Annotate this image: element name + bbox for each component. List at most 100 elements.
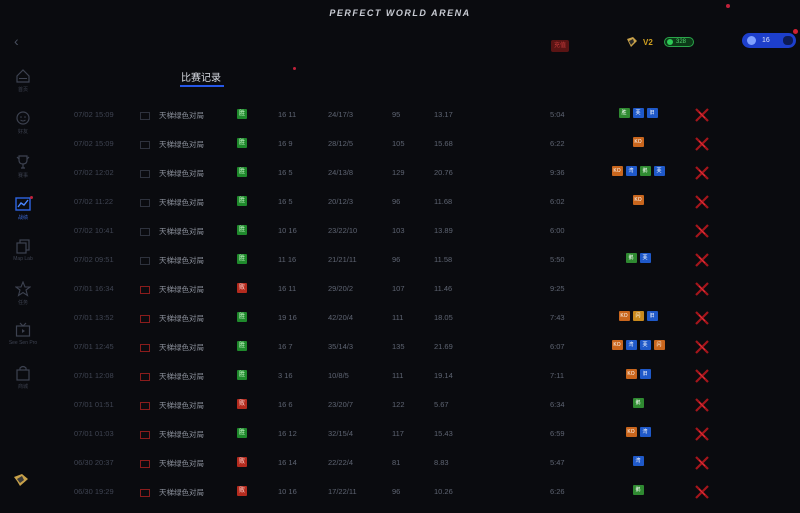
- match-date: 07/01 12:45: [74, 342, 114, 351]
- kda: 29/20/2: [328, 284, 354, 293]
- delete-icon[interactable]: [694, 484, 710, 500]
- user-pill[interactable]: 16: [742, 33, 796, 48]
- map-name: 天梯绿色对局: [159, 256, 204, 265]
- sidebar-item-tv[interactable]: See Sen Pro: [0, 322, 46, 358]
- sidebar-item-label: 商城: [17, 384, 28, 390]
- points-pill[interactable]: 328: [664, 37, 694, 47]
- map-name: 天梯绿色对局: [159, 198, 204, 207]
- achievement-badge: 鹅: [632, 398, 644, 408]
- sidebar-item-label: 好友: [17, 129, 28, 135]
- achievement-badge: 胜: [618, 108, 630, 118]
- tab-match-history[interactable]: 比赛记录: [181, 73, 221, 84]
- result-badge: 败: [237, 486, 247, 496]
- delete-icon[interactable]: [694, 455, 710, 471]
- table-row[interactable]: 07/02 10:41 天梯绿色对局 胜 10 16 23/22/10 103 …: [0, 216, 800, 245]
- sidebar-item-maplab[interactable]: Map Lab: [0, 238, 46, 274]
- badge-group: [603, 282, 673, 294]
- achievement-badge: KO: [632, 137, 644, 147]
- table-row[interactable]: 07/01 16:34 天梯绿色对局 败 16 11 29/20/2 107 1…: [0, 274, 800, 303]
- match-date: 06/30 20:37: [74, 458, 114, 467]
- score: 16 11: [278, 110, 297, 119]
- sidebar-item-tasks[interactable]: 任务: [0, 281, 46, 317]
- sidebar-item-home[interactable]: 首页: [0, 68, 46, 104]
- match-date: 07/01 12:08: [74, 371, 114, 380]
- map-icon: [140, 315, 150, 323]
- delete-icon[interactable]: [694, 281, 710, 297]
- sidebar-item-label: Map Lab: [13, 256, 33, 262]
- badge-group: 鹅: [603, 485, 673, 497]
- match-duration: 6:59: [550, 429, 565, 438]
- delete-icon[interactable]: [694, 339, 710, 355]
- sidebar-item-stats[interactable]: 战绩: [0, 196, 46, 232]
- match-date: 07/02 09:51: [74, 255, 114, 264]
- delete-icon[interactable]: [694, 397, 710, 413]
- map-icon: [140, 373, 150, 381]
- score: 16 5: [278, 168, 293, 177]
- sidebar-item-friends[interactable]: 好友: [0, 110, 46, 146]
- pwa-logo-icon[interactable]: [13, 473, 29, 487]
- table-row[interactable]: 07/01 01:51 天梯绿色对局 败 16 6 23/20/7 122 5.…: [0, 390, 800, 419]
- table-row[interactable]: 07/01 13:52 天梯绿色对局 胜 19 16 42/20/4 111 1…: [0, 303, 800, 332]
- map-name: 天梯绿色对局: [159, 488, 204, 497]
- achievement-badge: 湾: [632, 456, 644, 466]
- delete-icon[interactable]: [694, 310, 710, 326]
- achievement-badge: KO: [618, 311, 630, 321]
- table-row[interactable]: 07/02 15:09 天梯绿色对局 胜 16 11 24/17/3 95 13…: [0, 100, 800, 129]
- adr: 95: [392, 110, 401, 119]
- table-row[interactable]: 07/02 15:09 天梯绿色对局 胜 16 9 28/12/5 105 15…: [0, 129, 800, 158]
- table-row[interactable]: 07/01 12:45 天梯绿色对局 胜 16 7 35/14/3 135 21…: [0, 332, 800, 361]
- star-icon: [15, 281, 31, 297]
- table-row[interactable]: 07/02 11:22 天梯绿色对局 胜 16 5 20/12/3 96 11.…: [0, 187, 800, 216]
- delete-icon[interactable]: [694, 223, 710, 239]
- user-notification-dot: [793, 29, 798, 34]
- score: 10 16: [278, 226, 297, 235]
- match-date: 07/02 12:02: [74, 168, 114, 177]
- sidebar-item-label: 赛事: [17, 173, 28, 179]
- badge-group: KO: [603, 137, 673, 149]
- delete-icon[interactable]: [694, 194, 710, 210]
- rating: 5.67: [434, 400, 449, 409]
- delete-icon[interactable]: [694, 165, 710, 181]
- badge-group: 鹅芙: [603, 253, 673, 265]
- match-date: 07/02 15:09: [74, 139, 114, 148]
- rating: 11.58: [434, 255, 453, 264]
- match-date: 07/02 11:22: [74, 197, 114, 206]
- score: 11 16: [278, 255, 297, 264]
- adr: 81: [392, 458, 401, 467]
- rating: 13.17: [434, 110, 453, 119]
- match-date: 07/01 13:52: [74, 313, 114, 322]
- delete-icon[interactable]: [694, 252, 710, 268]
- delete-icon[interactable]: [694, 136, 710, 152]
- table-row[interactable]: 07/02 09:51 天梯绿色对局 胜 11 16 21/21/11 96 1…: [0, 245, 800, 274]
- map-icon: [140, 431, 150, 439]
- sidebar-item-events[interactable]: 赛事: [0, 154, 46, 190]
- map-icon: [140, 228, 150, 236]
- sidebar-item-shop[interactable]: 商城: [0, 365, 46, 401]
- delete-icon[interactable]: [694, 426, 710, 442]
- map-name: 天梯绿色对局: [159, 459, 204, 468]
- bag-icon: [16, 365, 30, 381]
- score: 16 5: [278, 197, 293, 206]
- achievement-badge: 湾: [625, 340, 637, 350]
- table-row[interactable]: 06/30 19:29 天梯绿色对局 败 10 16 17/22/11 96 1…: [0, 477, 800, 506]
- match-date: 06/30 19:29: [74, 487, 114, 496]
- badge-group: KO 湾鹅芙: [603, 166, 673, 178]
- app-title: PERFECT WORLD ARENA: [329, 8, 471, 18]
- map-icon: [140, 402, 150, 410]
- table-row[interactable]: 07/01 12:08 天梯绿色对局 胜 3 16 10/8/5 111 19.…: [0, 361, 800, 390]
- adr: 135: [392, 342, 405, 351]
- back-arrow-icon[interactable]: ‹: [14, 33, 19, 49]
- delete-icon[interactable]: [694, 368, 710, 384]
- rating: 21.69: [434, 342, 453, 351]
- table-row[interactable]: 06/30 20:37 天梯绿色对局 败 16 14 22/22/4 81 8.…: [0, 448, 800, 477]
- copy-icon: [16, 239, 30, 254]
- kda: 21/21/11: [328, 255, 357, 264]
- kda: 20/12/3: [328, 197, 354, 206]
- map-name: 天梯绿色对局: [159, 169, 204, 178]
- toggle-icon[interactable]: [783, 36, 793, 45]
- delete-icon[interactable]: [694, 107, 710, 123]
- sidebar-item-label: 首页: [17, 87, 28, 93]
- table-row[interactable]: 07/02 12:02 天梯绿色对局 胜 16 5 24/13/8 129 20…: [0, 158, 800, 187]
- table-row[interactable]: 07/01 01:03 天梯绿色对局 胜 16 12 32/15/4 117 1…: [0, 419, 800, 448]
- recharge-chip[interactable]: 充值: [551, 40, 569, 52]
